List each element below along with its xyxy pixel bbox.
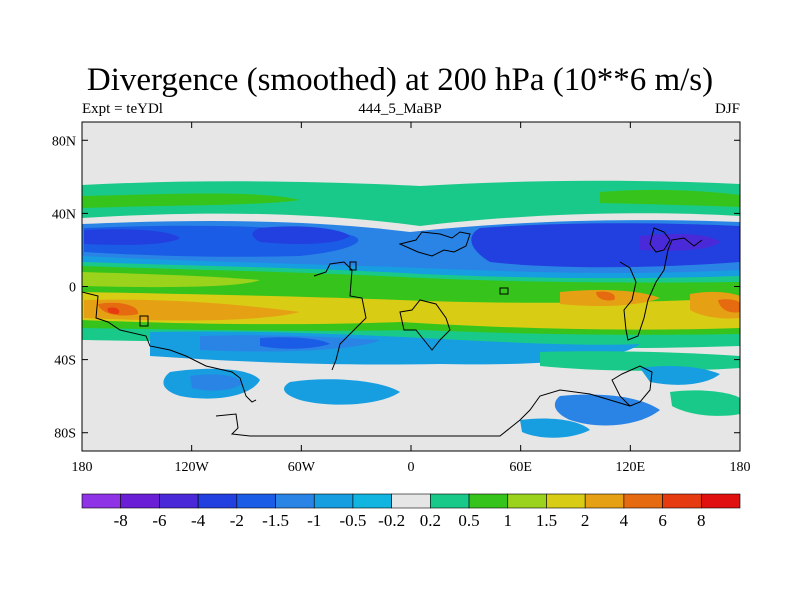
colorbar-label: -0.5 [339, 511, 366, 530]
contour-core-north-pacific-deep [640, 234, 720, 251]
contour-core-tropics-orange-3 [690, 291, 740, 319]
contour-core-north-darkblue-1 [252, 226, 350, 244]
contour-band-north-lightgreen [82, 193, 300, 208]
colorbar-swatch [391, 493, 431, 509]
chart-title: Divergence (smoothed) at 200 hPa (10**6 … [86, 62, 714, 98]
season-label: DJF [714, 101, 740, 117]
colorbar-label: -8 [114, 511, 128, 530]
colorbar-label: 6 [658, 511, 667, 530]
x-tick-label: 180 [730, 460, 751, 475]
contour-core-tropics-red-4 [596, 291, 615, 301]
colorbar-swatch [275, 493, 315, 509]
colorbar-swatch [120, 493, 160, 509]
colorbar-label: 1.5 [536, 511, 557, 530]
contour-patch-south-5 [670, 390, 740, 416]
contour-band-south-green-strip [540, 351, 740, 371]
contour-patch-south-4 [640, 366, 720, 385]
x-tick-label: 60W [288, 460, 316, 475]
y-tick-label: 40N [52, 207, 76, 222]
contour-core-tropics-red-2 [107, 307, 120, 314]
contour-fill [82, 122, 740, 451]
colorbar-swatch [584, 493, 625, 509]
colorbar-swatch [546, 493, 586, 509]
run-id-label: 444_5_MaBP [358, 101, 442, 117]
experiment-label: Expt = teYDl [82, 101, 163, 117]
colorbar-swatch [159, 493, 199, 509]
colorbar-swatch [430, 493, 470, 509]
colorbar-label: -1 [307, 511, 321, 530]
contour-patch-south-6 [520, 418, 590, 438]
contour-band-north-gap [82, 213, 740, 236]
colorbar-swatch [352, 493, 392, 509]
coastlines [82, 227, 703, 437]
colorbar-label: 0.5 [458, 511, 479, 530]
coastline-east-asia [619, 237, 703, 341]
colorbar-swatch [197, 493, 238, 509]
contour-band-tropics-yellow [82, 292, 740, 330]
colorbar-swatch [623, 493, 663, 509]
contour-core-tropics-red-3 [718, 299, 740, 313]
y-tick-label: 0 [69, 281, 76, 296]
coastline-islands-2 [499, 287, 509, 295]
coastline-africa [399, 299, 451, 351]
y-tick-label: 80S [54, 427, 76, 442]
colorbar-swatch [236, 493, 276, 509]
contour-band-tropics-orange [84, 299, 300, 321]
coastline-north-america [82, 291, 257, 403]
colorbar-swatch [662, 493, 702, 509]
colorbar-swatch [700, 493, 741, 509]
colorbar-label: 0.2 [420, 511, 441, 530]
colorbar-label: 2 [581, 511, 590, 530]
colorbar-label: 8 [697, 511, 706, 530]
x-tick-label: 120E [616, 460, 646, 475]
y-tick-label: 40S [54, 354, 76, 369]
x-tick-label: 0 [408, 460, 415, 475]
coastline-australia [611, 365, 653, 407]
y-tick-label: 80N [52, 134, 76, 149]
colorbar-label: 4 [620, 511, 629, 530]
contour-band-north-lightgreen-2 [600, 189, 740, 207]
colorbar-swatch [313, 493, 354, 509]
colorbar-swatch [468, 493, 509, 509]
colorbar-label: -1.5 [262, 511, 289, 530]
x-tick-label: 60E [509, 460, 532, 475]
coastline-antarctica [215, 389, 631, 437]
colorbar-swatch [81, 493, 122, 509]
contour-patch-south-2 [284, 379, 400, 405]
colorbar-label: 1 [504, 511, 513, 530]
colorbar: -8 -6 -4 -2 -1.5 -1 -0.5 -0.2 0.2 0.5 1 1.5 2 4 6 8 [81, 493, 741, 530]
colorbar-label: -6 [152, 511, 166, 530]
contour-band-north-darkblue [84, 229, 180, 245]
coastline-south-america [313, 261, 367, 371]
coastline-europe-asia [398, 231, 471, 257]
colorbar-label: -0.2 [378, 511, 405, 530]
contour-patch-south-1-core [190, 374, 242, 391]
contour-core-south-1 [260, 337, 330, 349]
contour-patch-south-3 [554, 394, 660, 426]
x-tick-label: 120W [175, 460, 210, 475]
colorbar-label: -2 [230, 511, 244, 530]
contour-core-tropics-red-1 [98, 302, 139, 316]
colorbar-swatch [507, 493, 547, 509]
coastline-islands-3 [349, 261, 357, 271]
x-tick-label: 180 [72, 460, 93, 475]
contour-band-tropics-yellowgreen [82, 272, 260, 288]
coastline-maritime [649, 227, 671, 253]
colorbar-label: -4 [191, 511, 206, 530]
coastline-islands-1 [139, 315, 149, 327]
axes: 180 120W 60W 0 60E 120E 180 80N 40N 0 40S 80S [52, 122, 751, 475]
